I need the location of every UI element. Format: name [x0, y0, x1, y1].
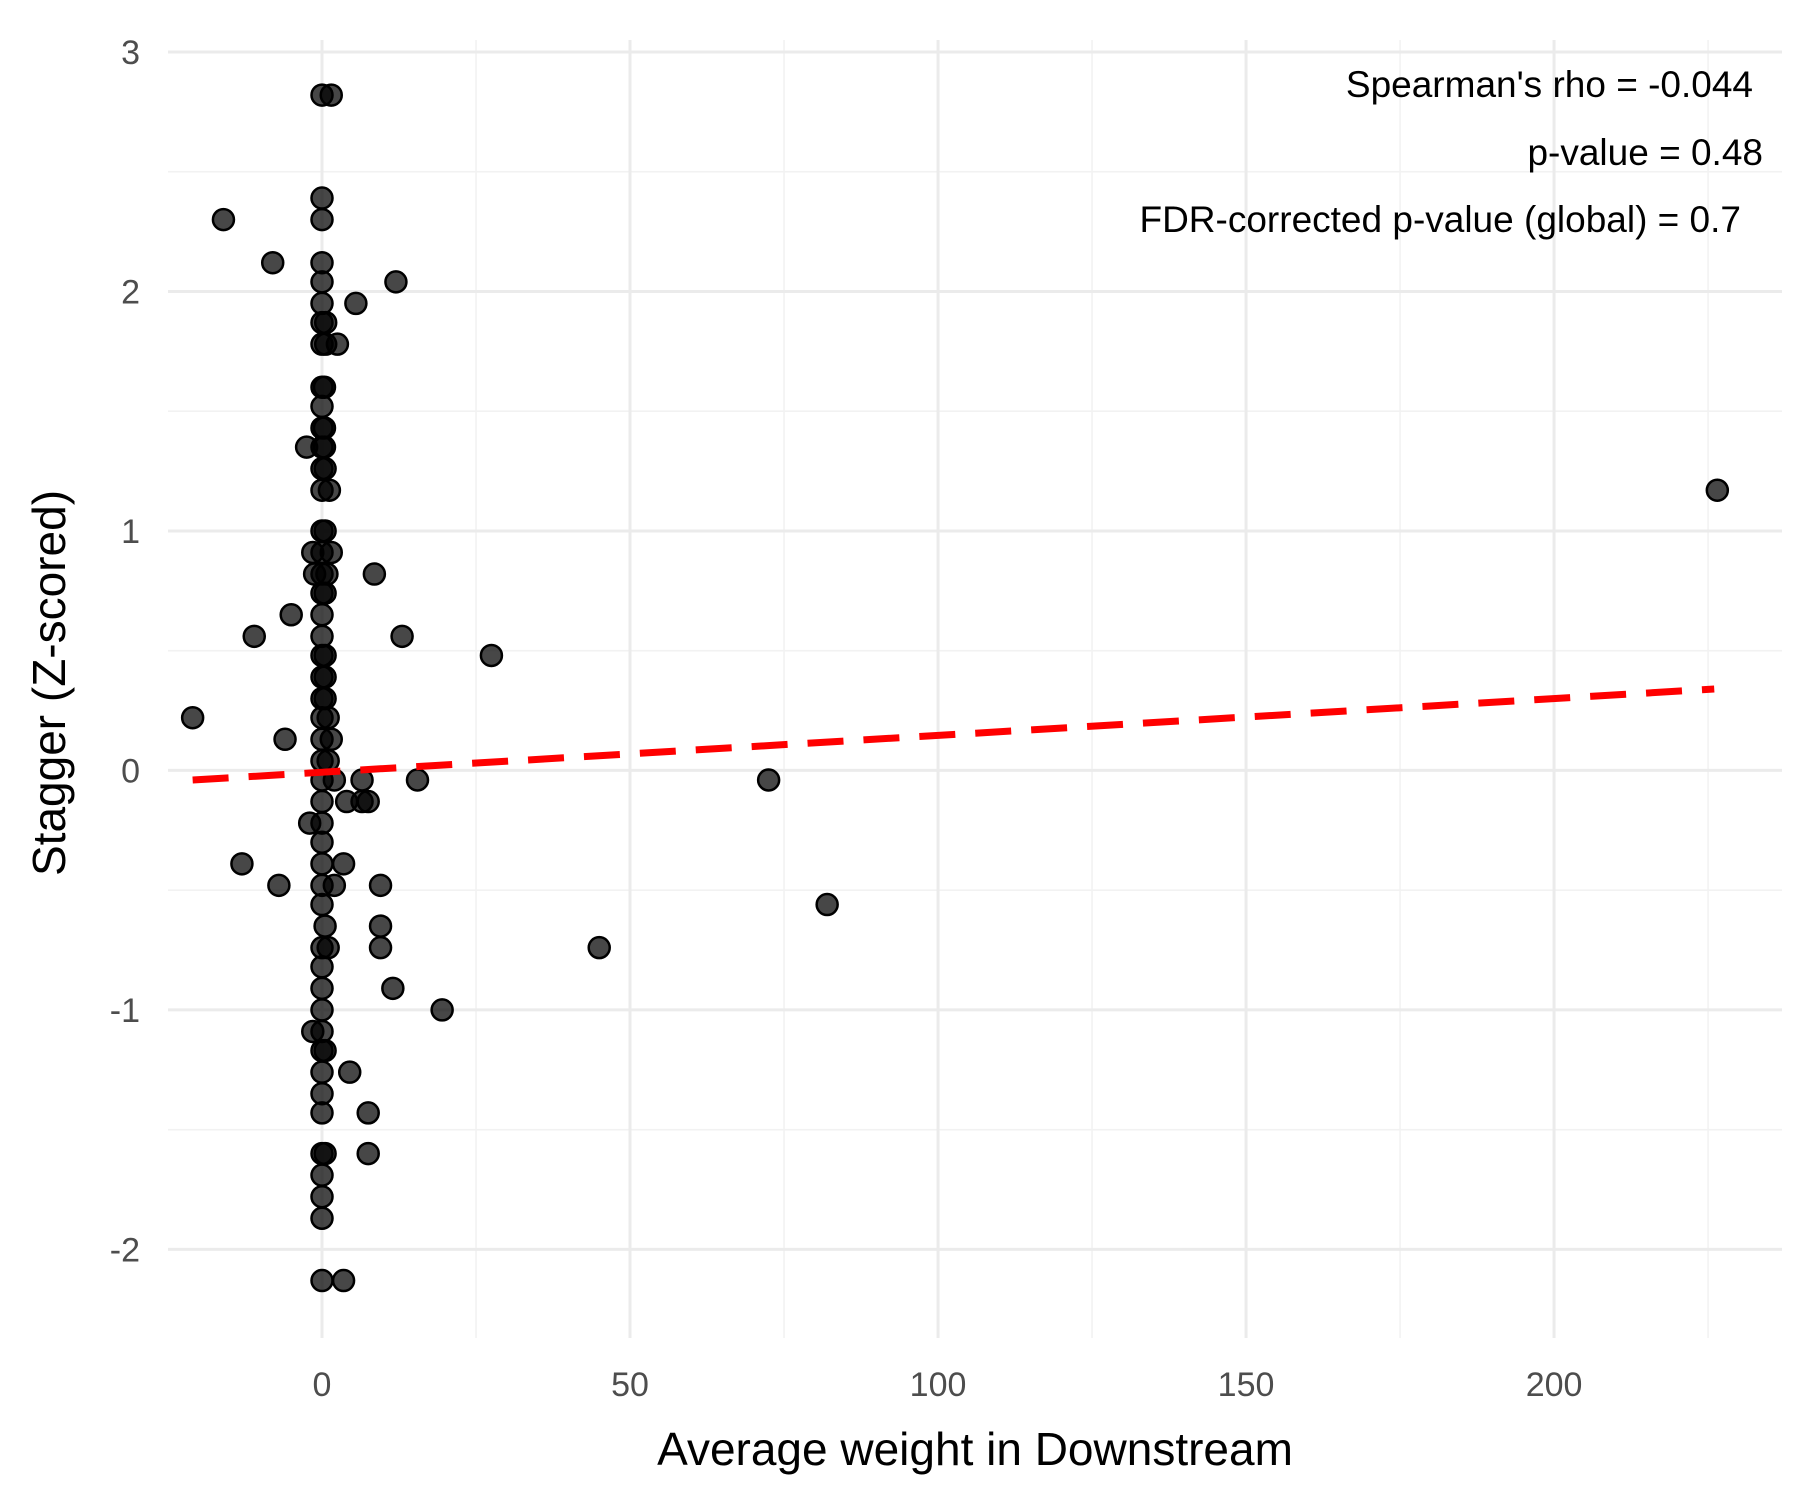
data-point	[313, 1141, 337, 1166]
data-point	[1705, 478, 1730, 502]
data-point	[310, 1081, 334, 1106]
data-point	[405, 768, 430, 792]
data-point	[310, 998, 334, 1022]
data-point	[587, 935, 611, 960]
data-point	[313, 456, 337, 481]
data-point	[310, 394, 334, 419]
data-point	[310, 1101, 334, 1125]
data-point	[368, 914, 393, 938]
data-point	[315, 562, 339, 586]
data-point	[310, 1019, 334, 1044]
y-axis-title: Stagger (Z-scored)	[23, 490, 75, 876]
points-layer	[180, 83, 1730, 1293]
data-point	[368, 935, 393, 960]
y-tick-label: 2	[121, 273, 140, 311]
data-point	[230, 852, 254, 876]
data-point	[310, 250, 334, 275]
data-point	[325, 332, 350, 356]
data-point	[310, 1206, 334, 1231]
data-point	[310, 955, 334, 979]
data-point	[310, 789, 334, 814]
data-point	[310, 1163, 334, 1187]
data-point	[313, 914, 337, 938]
data-point	[260, 250, 285, 275]
data-point	[312, 435, 337, 459]
y-tick-label: 3	[121, 34, 140, 72]
data-point	[279, 603, 303, 627]
data-point	[368, 873, 393, 898]
annotation-fdr-p-value: FDR-corrected p-value (global) = 0.7	[1139, 199, 1741, 240]
data-point	[331, 852, 356, 876]
data-point	[331, 1268, 356, 1293]
trend-line	[192, 685, 1715, 784]
data-point	[313, 643, 337, 668]
data-point	[390, 624, 414, 649]
data-point	[316, 705, 340, 730]
data-point	[310, 1268, 334, 1293]
data-point	[242, 624, 266, 649]
data-point	[310, 852, 334, 876]
data-point	[356, 789, 380, 814]
data-point	[310, 830, 334, 855]
data-point	[313, 686, 337, 711]
data-point	[381, 976, 405, 1001]
data-point	[310, 186, 334, 210]
data-point	[313, 519, 337, 543]
x-tick-label: 200	[1526, 1366, 1583, 1404]
data-point	[384, 270, 408, 294]
data-point	[756, 768, 781, 792]
data-point	[267, 873, 291, 898]
data-point	[344, 291, 368, 316]
data-point	[211, 207, 236, 232]
trend-layer	[192, 685, 1715, 784]
x-axis-ticks: 0 50 100 150 200	[313, 1366, 1583, 1404]
y-tick-label: -2	[110, 1231, 140, 1269]
data-point	[319, 727, 343, 752]
y-tick-label: 1	[121, 513, 140, 551]
data-point	[319, 83, 343, 107]
data-point	[312, 416, 337, 440]
data-point	[310, 291, 334, 316]
data-point	[310, 1184, 334, 1209]
data-point	[356, 1101, 380, 1125]
data-point	[180, 705, 205, 730]
data-point	[310, 603, 334, 627]
annotation-spearman-rho: Spearman's rho = -0.044	[1346, 64, 1753, 105]
data-point	[313, 581, 337, 605]
data-point	[312, 375, 337, 400]
data-point	[317, 478, 342, 502]
data-point	[322, 873, 347, 898]
data-point	[310, 811, 334, 835]
data-point	[310, 207, 334, 232]
data-point	[273, 727, 297, 752]
data-point	[313, 1038, 337, 1063]
data-point	[313, 665, 337, 689]
x-tick-label: 100	[910, 1366, 967, 1404]
data-point	[337, 1060, 362, 1084]
data-point	[815, 892, 839, 917]
x-tick-label: 150	[1218, 1366, 1275, 1404]
data-point	[356, 1141, 380, 1166]
annotation-p-value: p-value = 0.48	[1527, 132, 1763, 173]
x-tick-label: 0	[313, 1366, 332, 1404]
y-tick-label: 0	[121, 752, 140, 790]
y-axis-ticks: -2 -1 0 1 2 3	[110, 34, 140, 1269]
data-point	[479, 643, 504, 668]
data-point	[313, 310, 338, 335]
data-point	[310, 1060, 334, 1084]
data-point	[362, 562, 387, 586]
y-tick-label: -1	[110, 992, 140, 1030]
x-axis-title: Average weight in Downstream	[657, 1423, 1293, 1475]
data-point	[310, 624, 334, 649]
data-point	[316, 935, 340, 960]
x-tick-label: 50	[611, 1366, 649, 1404]
data-point	[310, 892, 334, 917]
data-point	[319, 540, 343, 565]
data-point	[430, 998, 454, 1022]
data-point	[310, 270, 334, 294]
data-point	[310, 976, 334, 1001]
